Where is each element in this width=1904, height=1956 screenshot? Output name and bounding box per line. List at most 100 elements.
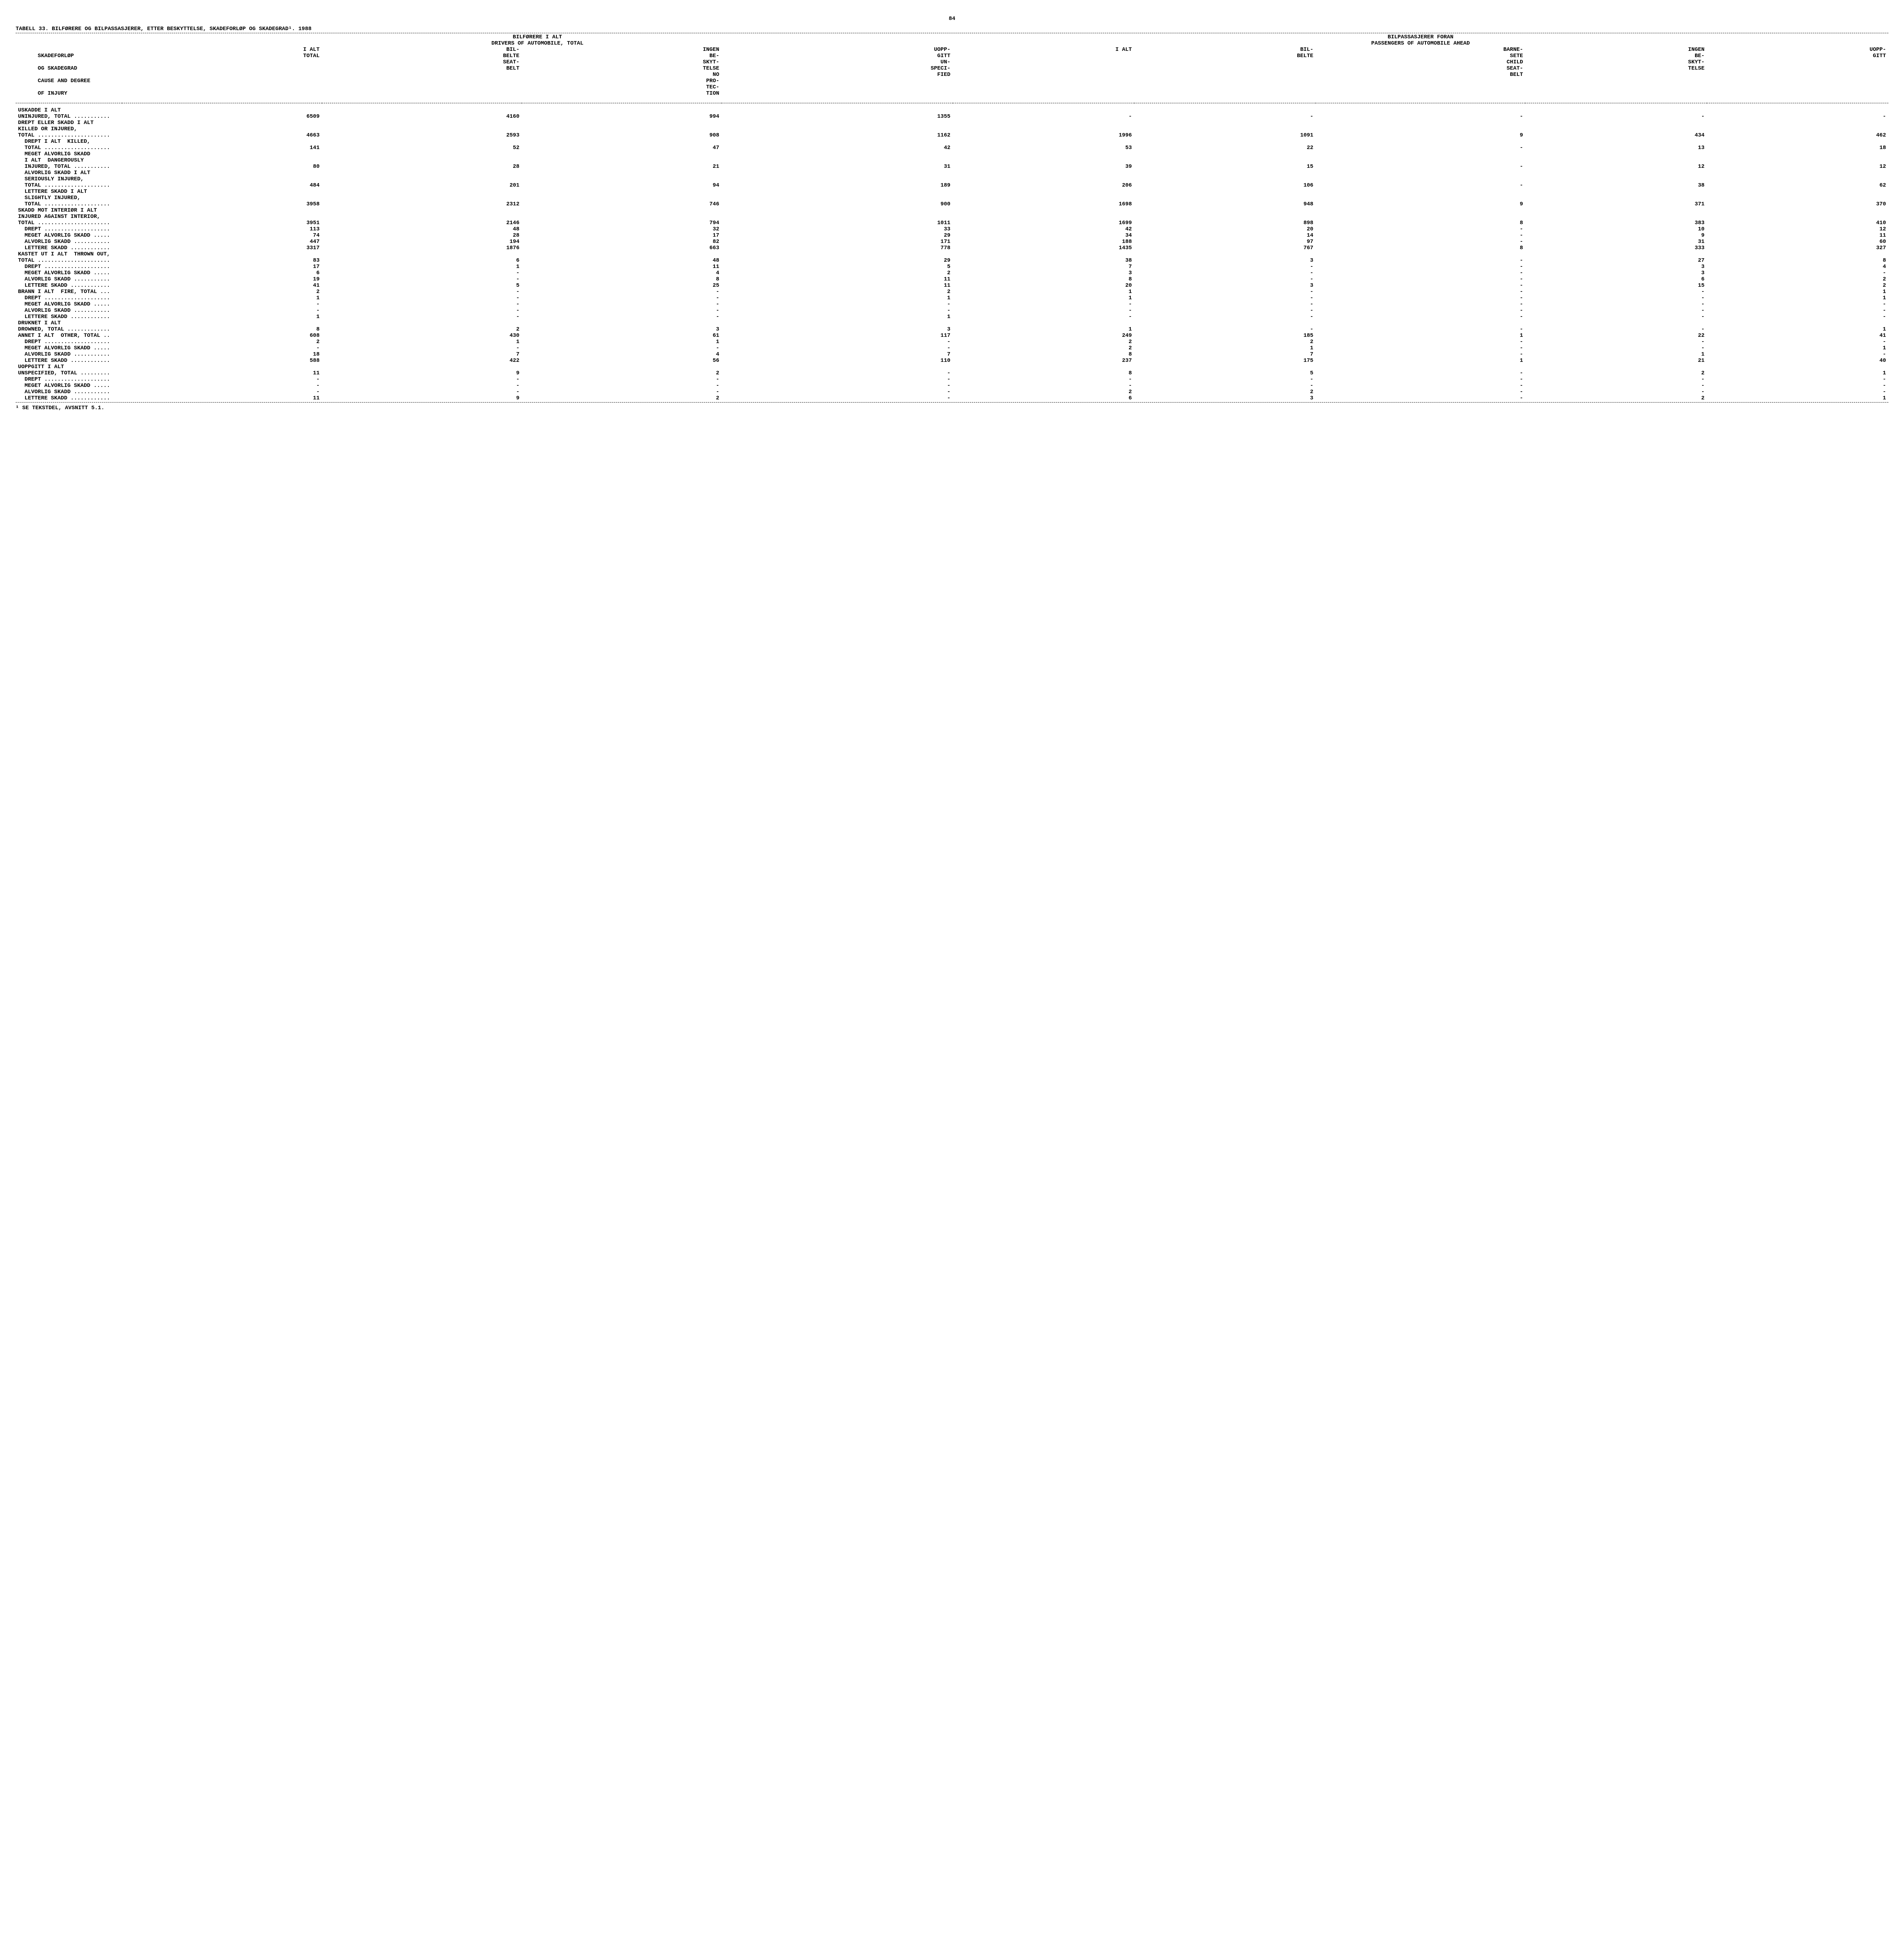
- cell: 4663: [122, 132, 322, 138]
- row-label: INJURED, TOTAL ...........: [16, 164, 122, 170]
- cell: 2: [1707, 276, 1888, 282]
- cell: 6509: [122, 113, 322, 120]
- cell: -: [322, 383, 522, 389]
- cell: 1435: [953, 245, 1134, 251]
- cell: -: [122, 301, 322, 307]
- table-row: ALVORLIG SKADD ...........----22---: [16, 389, 1888, 395]
- cell: 6: [1525, 276, 1707, 282]
- cell: 185: [1134, 333, 1316, 339]
- cell: -: [522, 314, 722, 320]
- row-label: MEGET ALVORLIG SKADD .....: [16, 301, 122, 307]
- cell: [122, 207, 322, 214]
- cell: [1316, 320, 1525, 326]
- cell: 462: [1707, 132, 1888, 138]
- cell: 33: [722, 226, 953, 232]
- col-header-8: INGEN BE- SKYT- TELSE: [1525, 47, 1707, 103]
- cell: -: [722, 395, 953, 401]
- row-label: ALVORLIG SKADD ...........: [16, 239, 122, 245]
- cell: 900: [722, 201, 953, 207]
- cell: 7: [953, 264, 1134, 270]
- row-label: ALVORLIG SKADD ...........: [16, 389, 122, 395]
- cell: [1316, 251, 1525, 257]
- cell: -: [322, 276, 522, 282]
- cell: 1699: [953, 220, 1134, 226]
- cell: [122, 170, 322, 176]
- cell: 82: [522, 239, 722, 245]
- cell: -: [722, 301, 953, 307]
- cell: [322, 251, 522, 257]
- cell: [1316, 157, 1525, 164]
- cell: -: [1134, 307, 1316, 314]
- cell: [722, 170, 953, 176]
- row-label: DROWNED, TOTAL .............: [16, 326, 122, 333]
- row-label: UNSPECIFIED, TOTAL .........: [16, 370, 122, 376]
- cell: -: [1707, 270, 1888, 276]
- cell: 422: [322, 358, 522, 364]
- row-header-4: OF INJURY: [38, 90, 67, 97]
- cell: [1134, 207, 1316, 214]
- cell: [1707, 151, 1888, 157]
- group1-line1: BILFØRERE I ALT: [513, 34, 562, 40]
- cell: -: [1707, 376, 1888, 383]
- cell: 42: [953, 226, 1134, 232]
- cell: -: [1134, 270, 1316, 276]
- cell: 206: [953, 182, 1134, 189]
- cell: 2: [722, 289, 953, 295]
- cell: 39: [953, 164, 1134, 170]
- row-label: KILLED OR INJURED,: [16, 126, 122, 132]
- cell: [722, 120, 953, 126]
- cell: 12: [1707, 226, 1888, 232]
- table-row: BRANN I ALT FIRE, TOTAL ...2--21---1: [16, 289, 1888, 295]
- table-row: TOTAL ....................1415247425322-…: [16, 145, 1888, 151]
- cell: -: [1134, 383, 1316, 389]
- row-label: ALVORLIG SKADD ...........: [16, 307, 122, 314]
- table-row: ALVORLIG SKADD ...........19-8118--62: [16, 276, 1888, 282]
- cell: 6: [953, 395, 1134, 401]
- cell: -: [1134, 301, 1316, 307]
- cell: [522, 320, 722, 326]
- row-label: MEGET ALVORLIG SKADD .....: [16, 270, 122, 276]
- cell: [722, 189, 953, 195]
- cell: [1134, 251, 1316, 257]
- cell: -: [1707, 383, 1888, 389]
- cell: 410: [1707, 220, 1888, 226]
- cell: [1134, 195, 1316, 201]
- cell: 2: [953, 345, 1134, 351]
- cell: -: [1316, 264, 1525, 270]
- cell: -: [522, 301, 722, 307]
- cell: -: [1316, 164, 1525, 170]
- cell: [1525, 107, 1707, 113]
- row-label: UNINJURED, TOTAL ...........: [16, 113, 122, 120]
- cell: 11: [122, 370, 322, 376]
- table-row: KASTET UT I ALT THROWN OUT,: [16, 251, 1888, 257]
- cell: 4: [1707, 264, 1888, 270]
- cell: [722, 320, 953, 326]
- cell: [122, 251, 322, 257]
- cell: [1525, 195, 1707, 201]
- table-row: DREPT ....................---------: [16, 376, 1888, 383]
- cell: -: [1134, 295, 1316, 301]
- cell: [1707, 126, 1888, 132]
- cell: 746: [522, 201, 722, 207]
- col-header-9: UOPP- GITT: [1707, 47, 1888, 103]
- cell: -: [322, 376, 522, 383]
- cell: [953, 364, 1134, 370]
- cell: -: [1134, 289, 1316, 295]
- cell: 9: [322, 395, 522, 401]
- cell: 2: [953, 389, 1134, 395]
- cell: 1355: [722, 113, 953, 120]
- cell: [522, 251, 722, 257]
- cell: 7: [1134, 351, 1316, 358]
- cell: 994: [522, 113, 722, 120]
- table-row: DREPT ....................1--11---1: [16, 295, 1888, 301]
- cell: [322, 176, 522, 182]
- cell: [1525, 364, 1707, 370]
- cell: 4: [522, 351, 722, 358]
- cell: 948: [1134, 201, 1316, 207]
- row-label: ANNET I ALT OTHER, TOTAL ..: [16, 333, 122, 339]
- cell: -: [522, 389, 722, 395]
- cell: 175: [1134, 358, 1316, 364]
- cell: [1134, 120, 1316, 126]
- cell: [522, 189, 722, 195]
- row-label: ALVORLIG SKADD ...........: [16, 276, 122, 282]
